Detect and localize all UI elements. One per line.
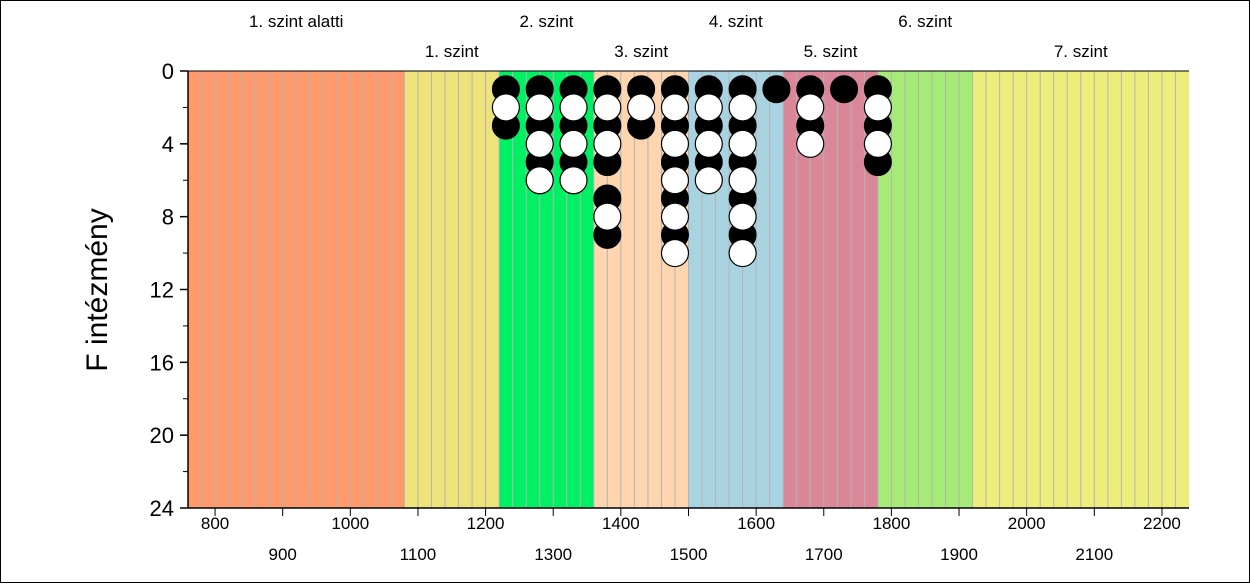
y-tick-label: 0 <box>162 59 174 84</box>
band-7 <box>877 71 973 508</box>
data-point-open <box>559 93 588 122</box>
data-point-open <box>660 202 690 231</box>
x-tick-label: 2000 <box>1008 514 1046 533</box>
data-point-open <box>525 129 554 158</box>
data-point-open <box>728 166 757 195</box>
x-tick-label: 1700 <box>805 545 843 564</box>
band-label: 7. szint <box>1054 42 1108 61</box>
band-label: 6. szint <box>898 12 952 31</box>
data-point-open <box>728 202 757 231</box>
x-tick-label: 1000 <box>331 514 369 533</box>
data-point-open <box>694 166 723 195</box>
x-tick-label: 1200 <box>467 514 505 533</box>
data-point-filled <box>830 75 859 104</box>
x-tick-label: 2200 <box>1143 514 1181 533</box>
band-2 <box>404 71 500 508</box>
x-tick-label: 800 <box>201 514 229 533</box>
y-tick-label: 8 <box>162 205 174 230</box>
data-point-open <box>660 166 690 195</box>
data-point-open <box>593 129 622 158</box>
x-tick-label: 2100 <box>1075 545 1113 564</box>
data-point-open <box>863 93 892 122</box>
data-point-open <box>728 129 757 158</box>
data-point-open <box>491 93 520 122</box>
data-point-open <box>559 166 588 195</box>
data-point-open <box>694 93 723 122</box>
data-point-filled <box>762 75 791 104</box>
band-label: 4. szint <box>709 12 763 31</box>
band-label: 2. szint <box>520 12 574 31</box>
x-tick-label: 1400 <box>602 514 640 533</box>
data-point-open <box>525 166 554 195</box>
x-tick-label: 1100 <box>400 545 437 564</box>
data-point-open <box>593 93 622 122</box>
band-6 <box>783 71 878 508</box>
x-tick-label: 1600 <box>737 514 775 533</box>
y-tick-label: 4 <box>162 132 174 157</box>
band-label: 5. szint <box>804 42 858 61</box>
data-point-open <box>660 129 690 158</box>
axes <box>180 70 1189 516</box>
x-tick-label: 900 <box>269 545 297 564</box>
data-point-open <box>863 129 892 158</box>
band-label: 3. szint <box>614 42 668 61</box>
labels: 1. szint alatti 1. szint 2. szint 3. szint 4… <box>81 12 1181 564</box>
y-axis-title: F intézmény <box>81 208 114 371</box>
data-point-open <box>525 93 554 122</box>
data-point-open <box>694 129 723 158</box>
data-point-open <box>660 238 690 268</box>
data-point-open <box>627 93 656 122</box>
band-label: 1. szint alatti <box>249 12 344 31</box>
x-tick-label: 1900 <box>940 545 978 564</box>
y-tick-label: 12 <box>150 278 174 303</box>
data-point-open <box>593 202 622 231</box>
x-tick-label: 1500 <box>670 545 708 564</box>
x-tick-label: 1300 <box>534 545 572 564</box>
data-point-open <box>660 93 690 122</box>
y-tick-label: 24 <box>150 496 174 521</box>
y-tick-label: 20 <box>150 423 174 448</box>
data-point-open <box>559 129 588 158</box>
y-tick-label: 16 <box>150 350 174 375</box>
band-label: 1. szint <box>425 42 479 61</box>
data-point-open <box>728 238 757 268</box>
x-tick-label: 1800 <box>872 514 910 533</box>
data-point-open <box>796 93 825 122</box>
data-point-open <box>796 129 825 158</box>
data-point-open <box>728 93 757 122</box>
data-points <box>491 75 892 268</box>
